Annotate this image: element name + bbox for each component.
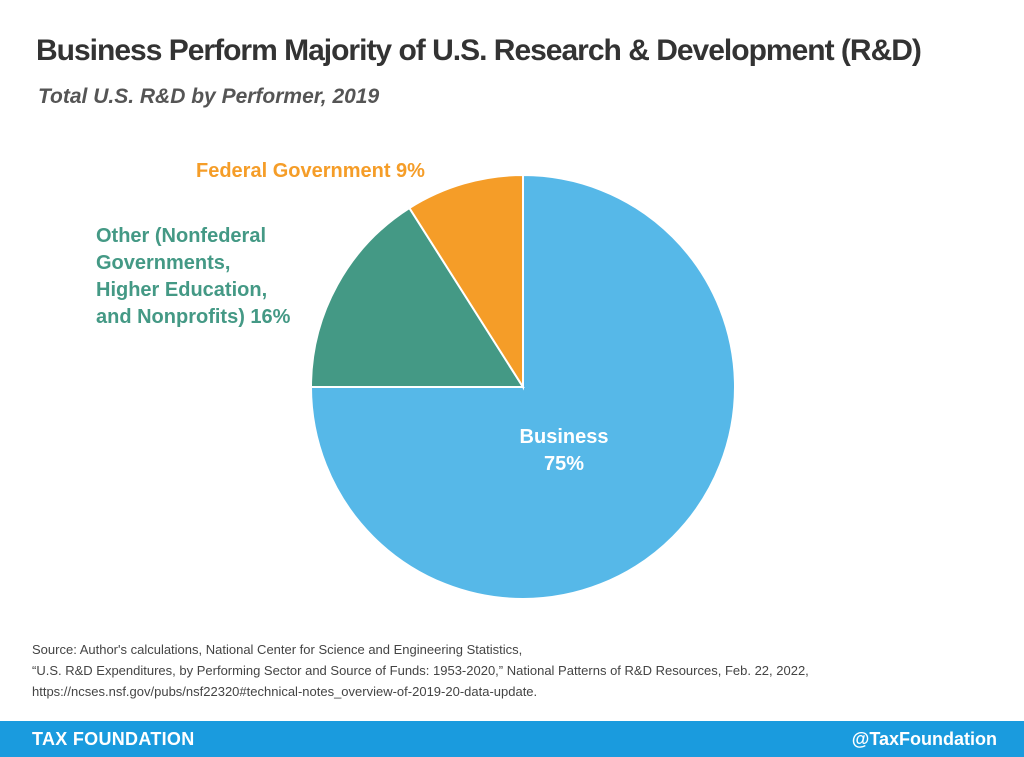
slice-label-line: Governments, — [96, 252, 230, 274]
chart-title: Business Perform Majority of U.S. Resear… — [36, 34, 922, 67]
chart-subtitle: Total U.S. R&D by Performer, 2019 — [38, 85, 380, 108]
slice-label-3: Federal Government 9% — [196, 160, 425, 182]
pie-slice-2 — [309, 206, 525, 388]
slice-label-2: Other (Nonfederal Governments, Higher Educ… — [96, 225, 291, 328]
pie-slice-3 — [408, 173, 524, 391]
slice-label-line: Other (Nonfederal — [96, 225, 266, 247]
slice-label-1: Business 75% — [520, 426, 609, 475]
footer-bar: TAX FOUNDATION @TaxFoundation — [0, 721, 1024, 757]
brand-logo: TAX FOUNDATION — [32, 729, 195, 749]
pie-slice-1 — [309, 173, 736, 600]
slice-label-line: 75% — [544, 453, 584, 475]
social-handle: @TaxFoundation — [851, 729, 997, 749]
slice-label-line: Federal Government 9% — [196, 160, 425, 182]
source-line-1: Source: Author's calculations, National … — [32, 642, 523, 657]
slice-label-line: Higher Education, — [96, 279, 267, 301]
slice-label-line: and Nonprofits) 16% — [96, 306, 291, 328]
source-note: Source: Author's calculations, National … — [32, 639, 992, 702]
source-line-2: “U.S. R&D Expenditures, by Performing Se… — [32, 663, 809, 678]
slice-label-line: Business — [520, 426, 609, 448]
source-line-3: https://ncses.nsf.gov/pubs/nsf22320#tech… — [32, 684, 538, 699]
